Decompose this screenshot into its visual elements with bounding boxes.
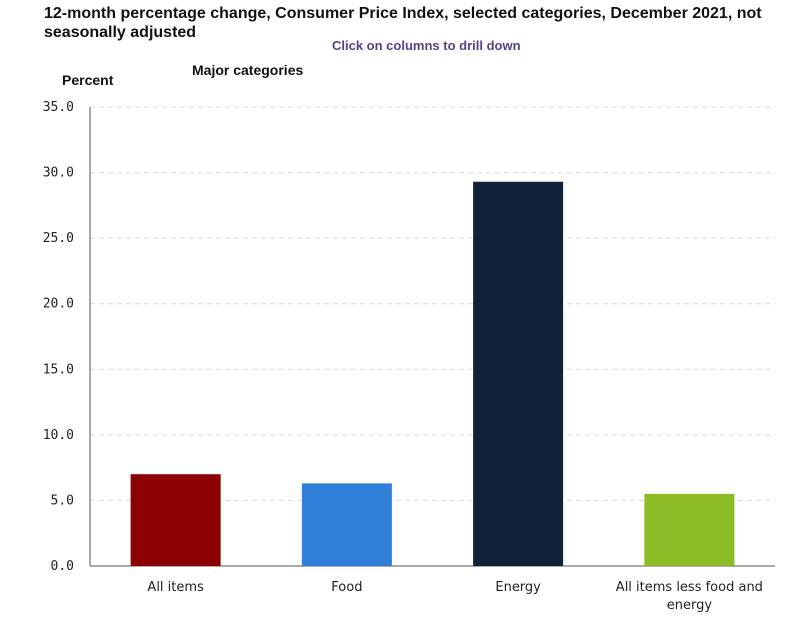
y-axis-label: Percent [62, 72, 114, 88]
y-tick-label: 5.0 [51, 493, 74, 508]
y-tick-label: 30.0 [43, 166, 74, 181]
x-category-label: Food [331, 580, 362, 595]
bar[interactable] [301, 483, 392, 566]
chart-title: 12-month percentage change, Consumer Pri… [44, 5, 762, 41]
x-category-label: Energy [495, 580, 541, 595]
x-category-label: All items less food and [616, 580, 763, 595]
y-tick-label: 20.0 [43, 297, 74, 312]
bars [130, 181, 735, 566]
labels: 0.0 5.0 10.0 15.0 20.0 25.0 30.0 35.0 All items F… [43, 100, 763, 613]
x-category-label: energy [667, 598, 713, 613]
bar[interactable] [473, 181, 564, 566]
chart-subtitle: Major categories [192, 62, 304, 78]
drill-down-hint[interactable]: Click on columns to drill down [332, 38, 521, 53]
y-tick-label: 35.0 [43, 100, 74, 115]
bar[interactable] [130, 474, 221, 566]
bar[interactable] [644, 493, 735, 566]
y-tick-label: 15.0 [43, 362, 74, 377]
y-tick-label: 0.0 [51, 559, 74, 574]
x-category-label: All items [147, 580, 204, 595]
y-tick-label: 10.0 [43, 428, 74, 443]
gridlines [90, 106, 775, 501]
y-tick-label: 25.0 [43, 231, 74, 246]
